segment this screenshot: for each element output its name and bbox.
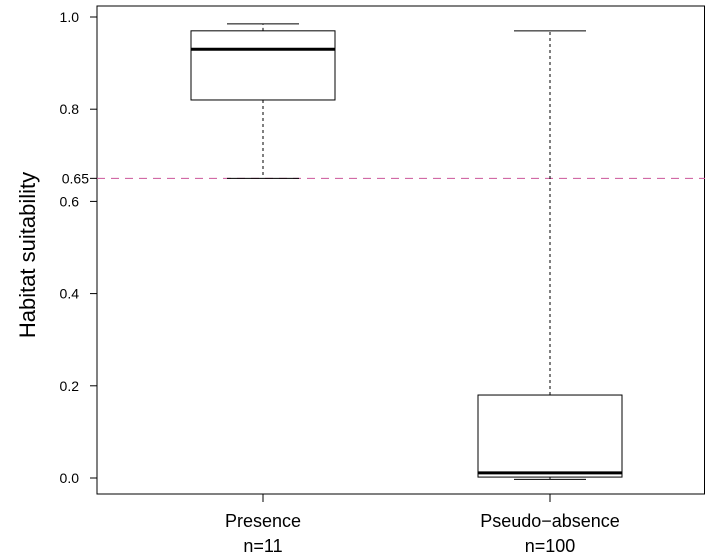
category-label: Pseudo−absence <box>480 511 620 531</box>
sample-size-label: n=11 <box>243 536 282 556</box>
y-tick-label: 0.0 <box>60 470 80 486</box>
reference-line-label: 0.65 <box>62 170 89 186</box>
y-tick-label: 0.4 <box>60 286 80 302</box>
box <box>190 30 336 101</box>
plot-area: 0.0 0.2 0.4 0.6 0.8 1.0 0.65 Presence n=11 Pseudo… <box>60 5 705 556</box>
box <box>477 394 623 478</box>
category-label: Presence <box>225 511 301 531</box>
y-axis-label: Habitat suitability <box>15 172 40 338</box>
y-tick-label: 1.0 <box>60 9 80 25</box>
y-tick-label: 0.8 <box>60 101 80 117</box>
y-tick-label: 0.6 <box>60 193 80 209</box>
y-tick-label: 0.2 <box>60 378 80 394</box>
sample-size-label: n=100 <box>525 536 576 556</box>
